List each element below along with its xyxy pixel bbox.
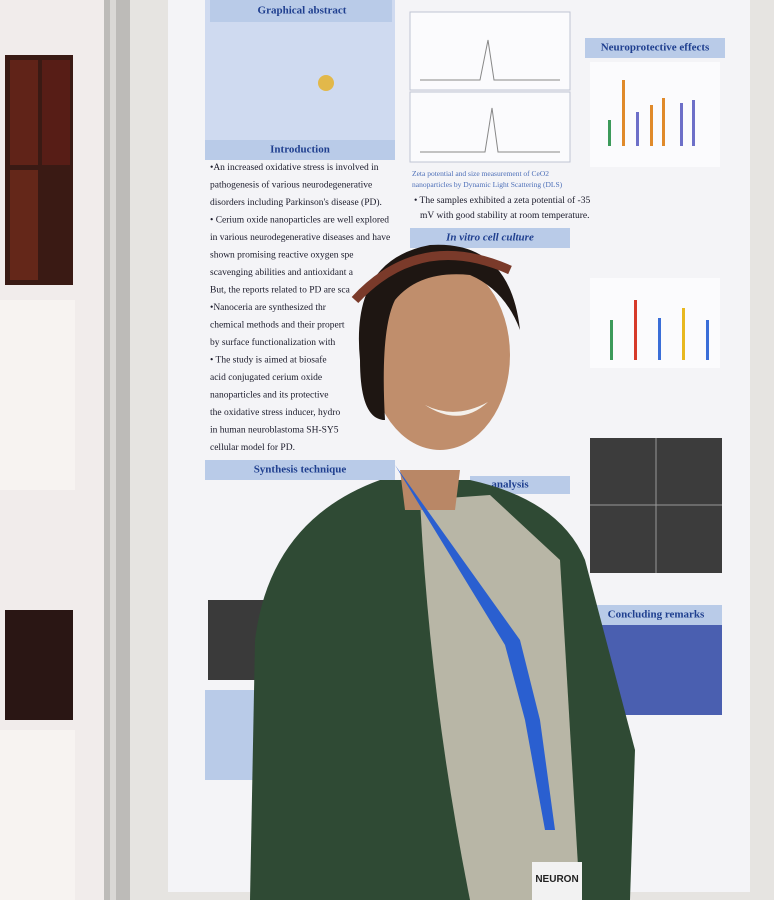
plot-line xyxy=(420,39,560,81)
bullet: mV with good stability at room temperatu… xyxy=(420,211,589,221)
micrograph xyxy=(5,610,73,720)
intro-line: nanoparticles and its protective xyxy=(210,391,328,401)
caption: nanoparticles by Dynamic Light Scatterin… xyxy=(412,180,563,189)
intro-line: scavenging abilities and antioxidant a xyxy=(210,268,354,278)
intro-line: chemical methods and their propert xyxy=(210,321,345,331)
heading: In vitro cell culture xyxy=(445,232,534,244)
heading: Introduction xyxy=(270,144,330,156)
plot-line xyxy=(420,107,560,153)
intro-line: in human neuroblastoma SH-SY5 xyxy=(210,426,339,436)
heading: Concluding remarks xyxy=(608,609,705,621)
lanyard xyxy=(395,465,555,830)
intro-line: cellular model for PD. xyxy=(210,442,295,453)
bar-plot xyxy=(590,278,720,368)
abstract-panel xyxy=(205,0,395,140)
intro-line: shown promising reactive oxygen spe xyxy=(210,251,354,261)
bar-plot xyxy=(590,62,720,167)
heading-bar xyxy=(210,0,392,22)
intro-line: by surface functionalization with xyxy=(210,337,336,348)
heading: analysis xyxy=(491,479,529,491)
icon xyxy=(318,75,334,91)
intro-line: acid conjugated cerium oxide xyxy=(210,373,322,383)
heading: Graphical abstract xyxy=(258,5,347,17)
heading-bar xyxy=(585,38,725,58)
heading-bar xyxy=(205,140,395,160)
heading-bar xyxy=(410,228,570,248)
intro-line: disorders including Parkinson's disease … xyxy=(210,197,382,208)
intro-line: •Nanoceria are synthesized thr xyxy=(210,303,327,313)
intro-line: • Cerium oxide nanoparticles are well ex… xyxy=(210,216,389,226)
pole xyxy=(104,0,130,900)
badge-text: NEURON xyxy=(535,874,578,885)
neck xyxy=(400,470,460,510)
heading: Synthesis technique xyxy=(254,464,347,476)
text-block xyxy=(0,730,75,900)
text-block xyxy=(0,300,75,490)
intro-line: pathogenesis of various neurodegenerativ… xyxy=(210,180,372,191)
smile xyxy=(425,402,488,416)
heading-bar xyxy=(590,605,722,625)
face xyxy=(370,260,510,450)
heading-bar xyxy=(205,460,395,480)
pole-highlight xyxy=(110,0,116,900)
bullet: • The samples exhibited a zeta potential… xyxy=(414,195,590,206)
intro-line: in various neurodegenerative diseases an… xyxy=(210,233,390,243)
intro-line: the oxidative stress inducer, hydro xyxy=(210,408,340,418)
micrograph-tile xyxy=(10,60,38,165)
micrograph-tile xyxy=(42,60,70,165)
intro-line: •An increased oxidative stress is involv… xyxy=(210,163,379,173)
plot xyxy=(409,91,571,163)
hair xyxy=(358,244,520,420)
intro-line: But, the reports related to PD are sca xyxy=(210,286,351,296)
heading: Neuroprotective effects xyxy=(601,42,710,54)
micrograph-tile xyxy=(10,170,38,280)
badge xyxy=(532,862,582,900)
headband xyxy=(351,250,512,304)
caption: Zeta potential and size measurement of C… xyxy=(412,169,549,178)
intro-line: • The study is aimed at biosafe xyxy=(210,355,327,366)
